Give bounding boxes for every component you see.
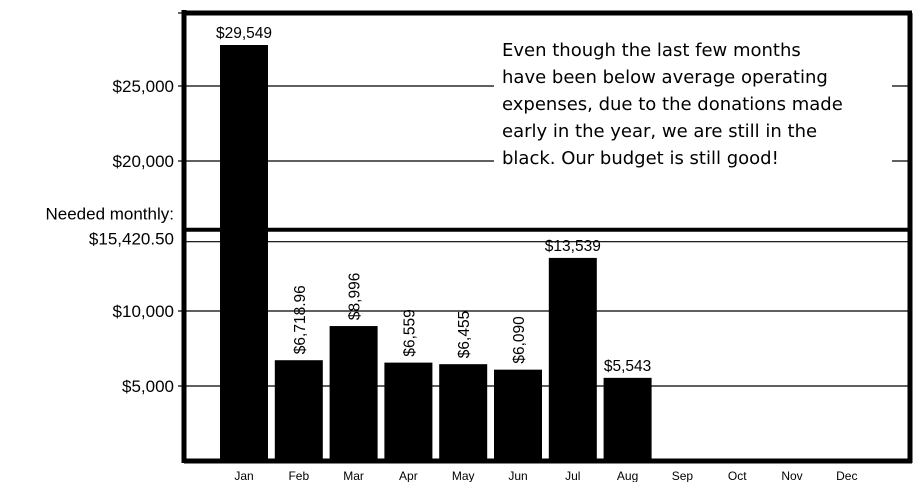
plot-frame [181, 10, 913, 464]
data-label: $6,559 [401, 309, 418, 356]
data-labels: $29,549 $6,718.96 $8,996 $6,559 $6,455 $6,090… [216, 25, 651, 375]
y-tick-label: $20,000 [113, 152, 174, 171]
x-tick-label: Jan [234, 469, 253, 482]
y-tick-label: $25,000 [113, 77, 174, 96]
data-label: $6,718.96 [292, 285, 309, 354]
annotation-line-2: have been below average operating [502, 67, 828, 88]
x-tick-label: Mar [343, 469, 364, 482]
data-label: $8,996 [347, 273, 364, 320]
x-tick-label: Feb [288, 469, 309, 482]
annotation-background [494, 36, 892, 182]
y-axis-tick-labels: $5,000 $10,000 $20,000 $25,000 [113, 77, 174, 396]
bar-jul [548, 257, 597, 461]
annotation-text: Even though the last few months have bee… [502, 40, 849, 169]
bar-aug [603, 377, 652, 461]
bar-jan [220, 45, 268, 461]
needed-monthly-label: Needed monthly: [45, 205, 174, 224]
x-axis-tick-labels: Jan Feb Mar Apr May Jun Jul Aug Sep Oct Nov Dec [234, 469, 857, 482]
annotation-line-4: early in the year, we are still in the [502, 121, 817, 142]
x-tick-label: Jun [508, 469, 527, 482]
bar-jun [494, 369, 542, 461]
x-tick-label: Sep [672, 469, 694, 482]
data-label: $6,090 [511, 316, 528, 364]
bar-apr [384, 362, 433, 461]
x-tick-label: Aug [617, 469, 638, 482]
needed-monthly-value: $15,420.50 [89, 230, 174, 249]
data-label: $5,543 [604, 358, 651, 375]
annotation-line-3: expenses, due to the donations made [502, 94, 843, 115]
bar-feb [274, 360, 323, 461]
x-tick-label: Oct [728, 469, 747, 482]
x-tick-label: Nov [781, 469, 802, 482]
bar-may [439, 364, 488, 461]
annotation-line-5: black. Our budget is still good! [502, 148, 779, 169]
bar-mar [329, 326, 378, 461]
y-tick-label: $5,000 [122, 377, 174, 396]
data-label: $6,455 [456, 311, 473, 358]
x-tick-label: Dec [836, 469, 857, 482]
x-tick-label: Apr [399, 469, 418, 482]
y-tick-label: $10,000 [113, 302, 174, 321]
annotation-line-1: Even though the last few months [502, 40, 801, 61]
x-tick-label: May [452, 469, 475, 482]
data-label: $29,549 [216, 25, 272, 42]
bars [220, 45, 652, 461]
x-tick-label: Jul [565, 469, 580, 482]
data-label: $13,539 [545, 238, 601, 255]
